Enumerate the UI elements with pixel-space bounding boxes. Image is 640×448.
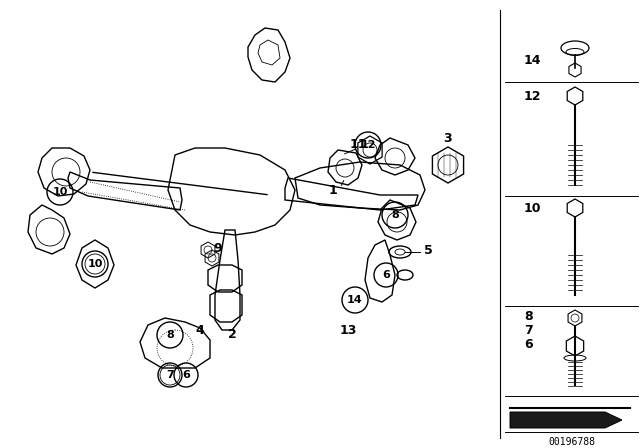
Text: 8: 8	[391, 210, 399, 220]
Text: 00196788: 00196788	[548, 437, 595, 447]
Polygon shape	[510, 412, 622, 428]
Text: 10: 10	[87, 259, 102, 269]
Text: 8: 8	[166, 330, 174, 340]
Text: 3: 3	[444, 132, 452, 145]
Text: 7: 7	[524, 323, 532, 336]
FancyArrowPatch shape	[93, 172, 268, 194]
Text: 4: 4	[196, 323, 204, 336]
Text: 10: 10	[52, 187, 68, 197]
Text: 1: 1	[328, 184, 337, 197]
Text: 2: 2	[228, 328, 236, 341]
Text: 14: 14	[524, 53, 541, 66]
Text: 6: 6	[382, 270, 390, 280]
Text: 12: 12	[360, 140, 376, 150]
Text: 14: 14	[347, 295, 363, 305]
Text: 5: 5	[424, 244, 433, 257]
Text: 12: 12	[524, 90, 541, 103]
Text: 6: 6	[524, 337, 532, 350]
Text: 13: 13	[339, 323, 356, 336]
Text: 11: 11	[349, 138, 367, 151]
Text: 9: 9	[214, 241, 222, 254]
Text: 6: 6	[182, 370, 190, 380]
Text: 8: 8	[524, 310, 532, 323]
Text: 7: 7	[166, 370, 174, 380]
Text: 10: 10	[524, 202, 541, 215]
